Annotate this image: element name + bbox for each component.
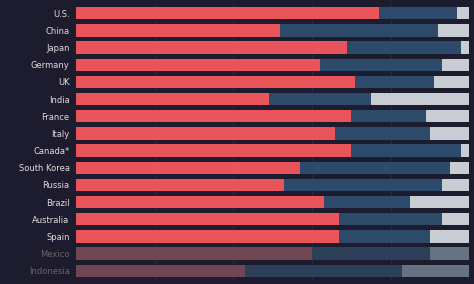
Bar [76,110,469,122]
Bar [76,213,339,225]
Bar [76,59,320,71]
Bar [245,265,402,277]
Bar [76,196,324,208]
Bar [76,93,469,105]
Bar [76,59,469,71]
Bar [457,7,469,19]
Bar [76,24,469,37]
Bar [76,230,339,243]
Bar [76,179,284,191]
Bar [76,265,245,277]
Bar [284,179,442,191]
Bar [347,41,461,54]
Bar [351,110,426,122]
Bar [430,247,469,260]
Bar [76,196,469,208]
Bar [371,93,469,105]
Bar [426,110,469,122]
Bar [76,162,469,174]
Bar [402,265,469,277]
Bar [76,41,347,54]
Bar [76,247,312,260]
Bar [76,7,379,19]
Bar [449,162,469,174]
Bar [379,7,457,19]
Bar [76,162,300,174]
Bar [336,127,430,140]
Bar [76,127,336,140]
Bar [442,59,469,71]
Bar [339,230,430,243]
Bar [269,93,371,105]
Bar [76,93,269,105]
Bar [434,76,469,88]
Bar [438,24,469,37]
Bar [76,230,469,243]
Bar [312,247,430,260]
Bar [76,213,469,225]
Bar [76,179,469,191]
Bar [442,213,469,225]
Bar [76,110,351,122]
Bar [76,247,469,260]
Bar [76,41,469,54]
Bar [300,162,449,174]
Bar [76,7,469,19]
Bar [430,127,469,140]
Bar [430,230,469,243]
Bar [324,196,410,208]
Bar [351,144,461,157]
Bar [339,213,442,225]
Bar [76,76,355,88]
Bar [320,59,442,71]
Bar [76,127,469,140]
Bar [76,265,469,277]
Bar [442,179,469,191]
Bar [461,41,469,54]
Bar [76,144,351,157]
Bar [76,144,469,157]
Bar [76,76,469,88]
Bar [410,196,469,208]
Bar [355,76,434,88]
Bar [281,24,438,37]
Bar [76,24,281,37]
Bar [461,144,469,157]
